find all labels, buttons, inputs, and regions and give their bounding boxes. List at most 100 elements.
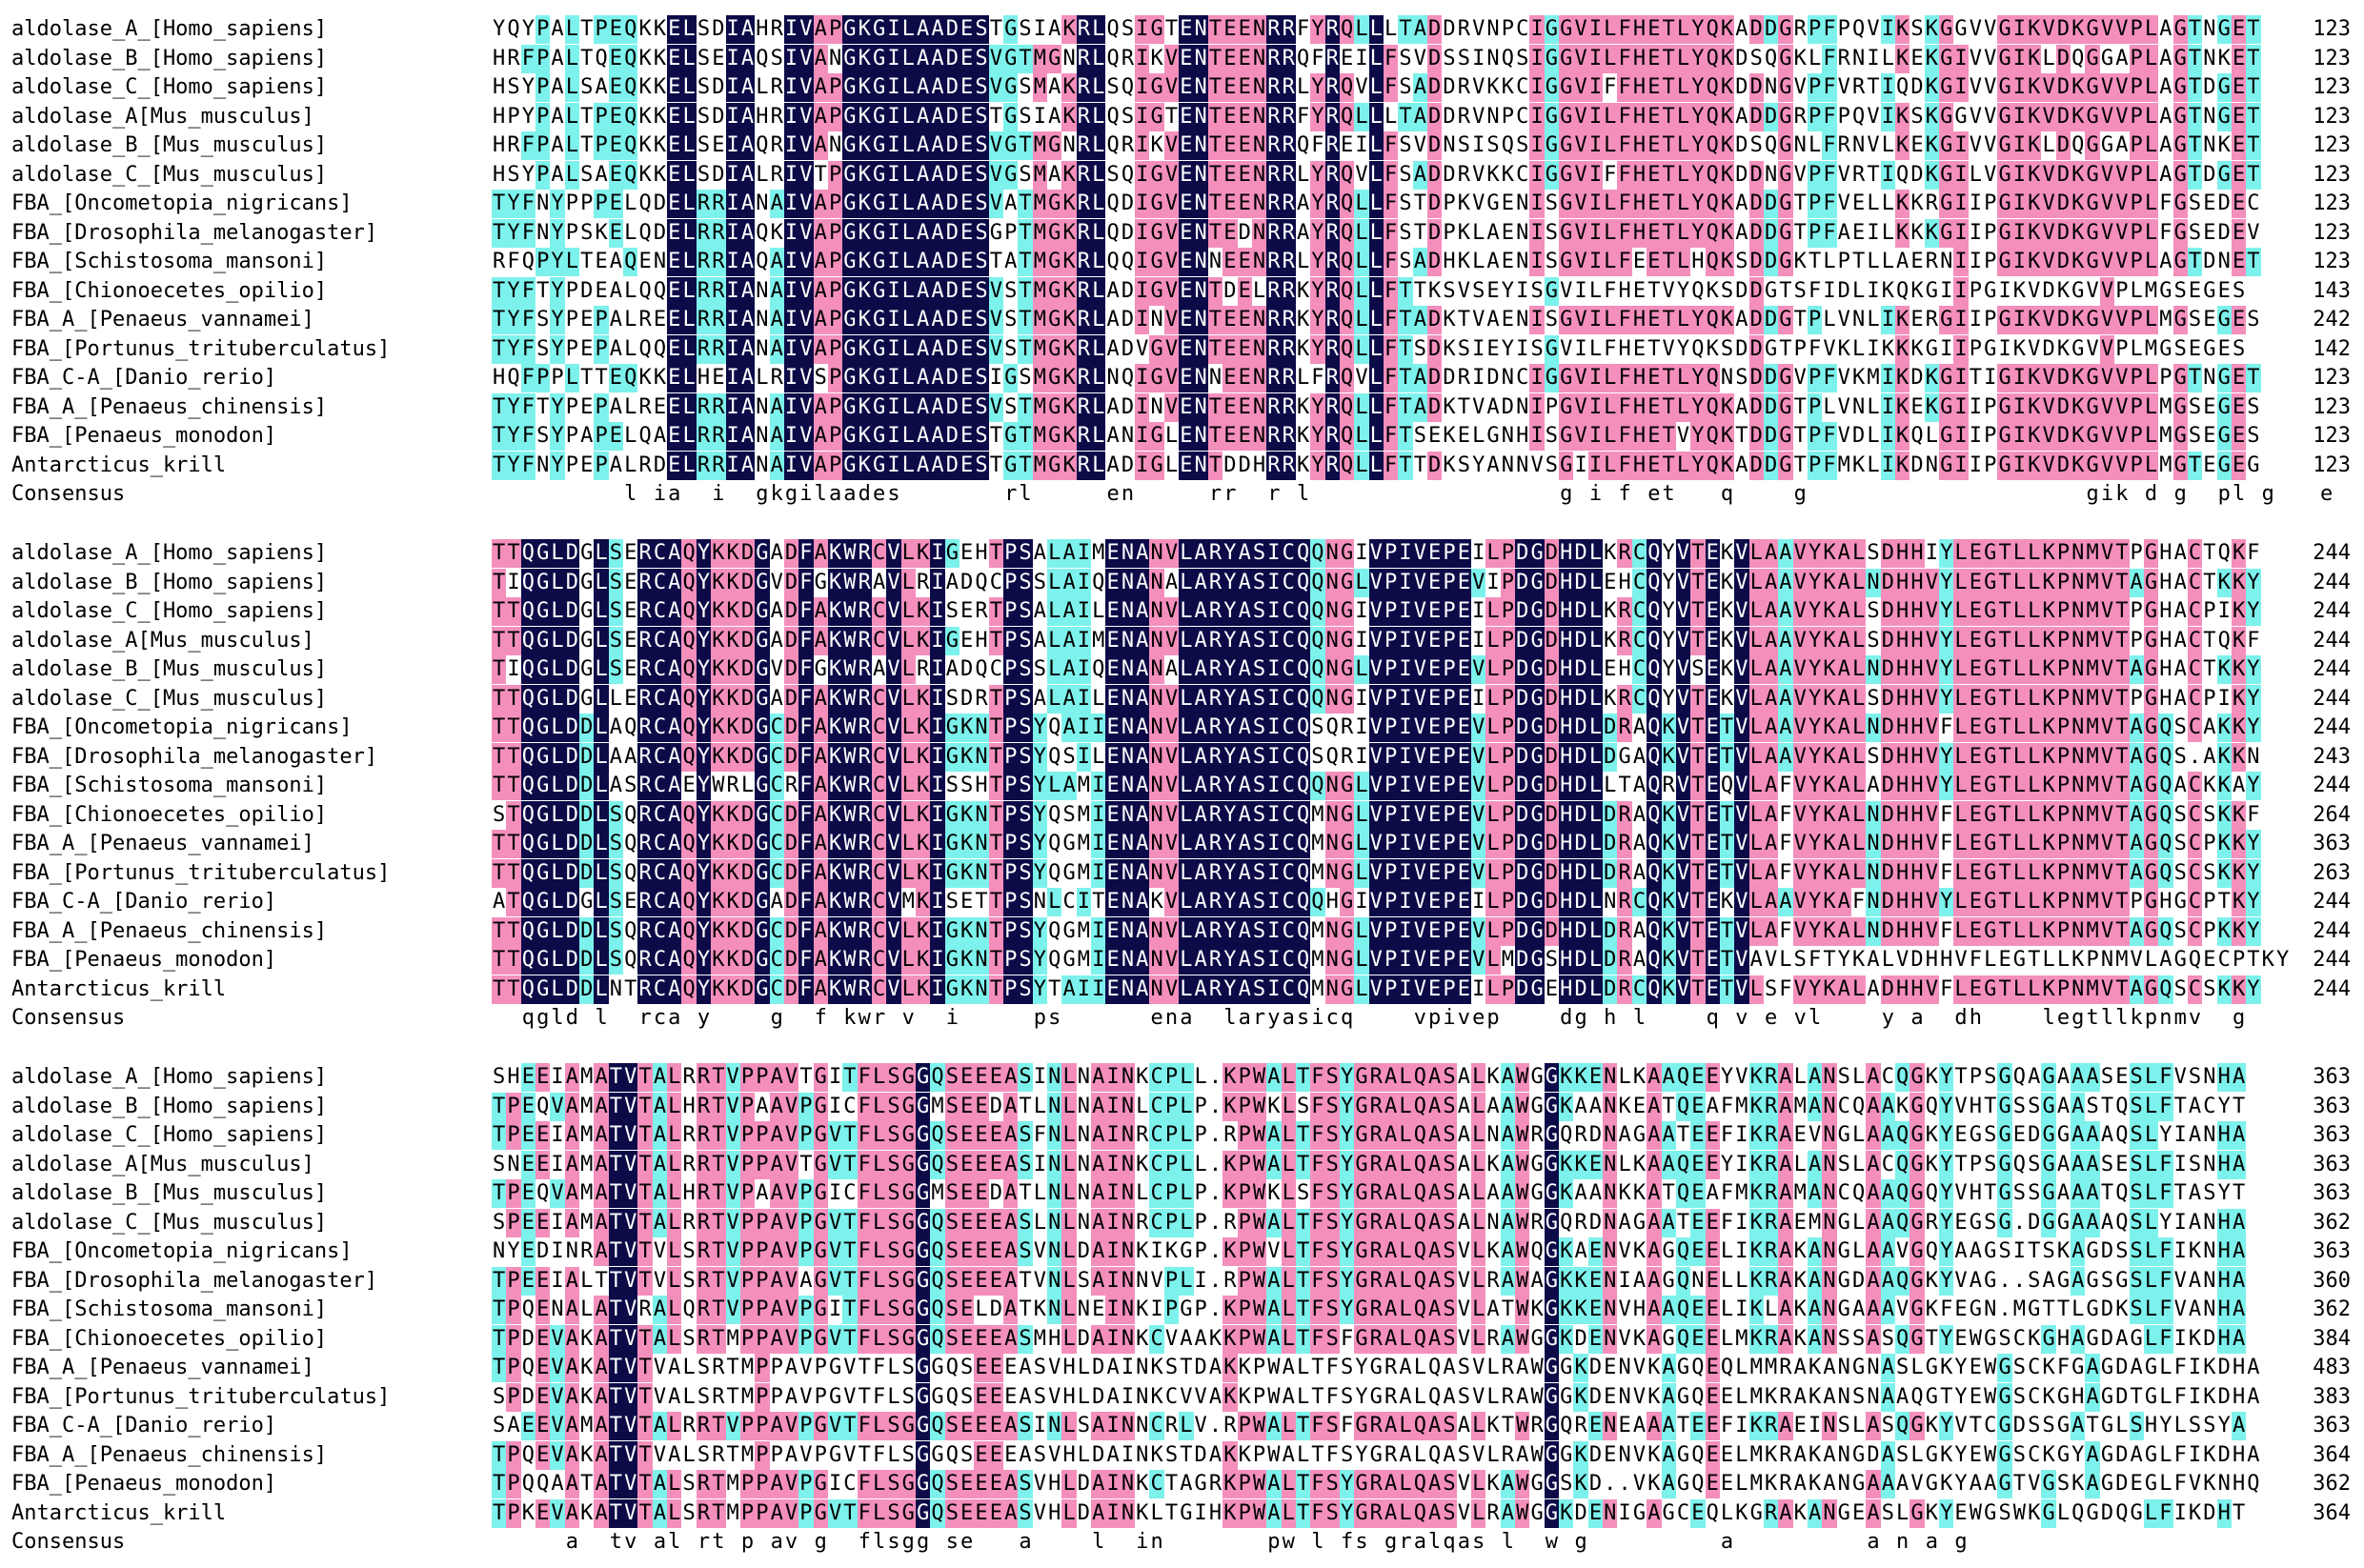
sequence-name: aldolase_B_[Homo_sapiens]	[11, 46, 328, 70]
alignment-row: Antarcticus_krill T T Q G L D D L N T R C A Q Y K K D G C D F A…	[0, 975, 2364, 1004]
alignment-row: aldolase_B_[Mus_musculus] H R F P A L T P E Q K K E L S…	[0, 131, 2364, 160]
alignment-row: FBA_A_[Penaeus_vannamei] T P Q E V A K A T V T V A L S R…	[0, 1354, 2364, 1382]
sequence-name: aldolase_C_[Mus_musculus]	[11, 686, 328, 711]
alignment-row: Antarcticus_krill T Y F N Y P E P A L R D E L R R I A N A I V A…	[0, 451, 2364, 480]
sequence-name: aldolase_B_[Mus_musculus]	[11, 657, 328, 681]
sequence-name: aldolase_A_[Homo_sapiens]	[11, 1065, 328, 1089]
residue-count: 123	[2313, 394, 2351, 419]
alignment-row: FBA_[Drosophila_melanogaster] T P E E I A L T T V T…	[0, 1266, 2364, 1296]
sequence-name: aldolase_B_[Homo_sapiens]	[11, 1094, 328, 1118]
residue-count: 244	[2313, 686, 2351, 711]
sequence-name: FBA_[Chionoecetes_opilio]	[11, 802, 328, 827]
sequence-name: FBA_C-A_[Danio_rerio]	[11, 890, 277, 914]
residue-count: 244	[2313, 918, 2351, 943]
residue-count: 363	[2313, 1414, 2351, 1437]
alignment-row: FBA_[Penaeus_monodon] T P Q Q A A T A T V T A L S R T M P P…	[0, 1470, 2364, 1498]
residue-count: 363	[2313, 1065, 2351, 1089]
residue-count: 362	[2313, 1472, 2351, 1496]
residue-count: 123	[2313, 250, 2351, 273]
alignment-row: FBA_[Portunus_trituberculatus] T Y F S Y P E P A L…	[0, 334, 2364, 364]
alignment-row: aldolase_C_[Mus_musculus] H S Y P A L S A E Q K K E L S…	[0, 160, 2364, 190]
sequence-name: FBA_[Schistosoma_mansoni]	[11, 1297, 328, 1321]
sequence-name: aldolase_C_[Mus_musculus]	[11, 162, 328, 187]
sequence-name: aldolase_B_[Mus_musculus]	[11, 133, 328, 157]
sequence-name: Antarcticus_krill	[11, 452, 227, 477]
residue-count: 244	[2313, 599, 2351, 623]
sequence-name: FBA_[Chionoecetes_opilio]	[11, 1326, 328, 1351]
residue-count: 244	[2313, 890, 2351, 914]
residue-count: 244	[2313, 976, 2351, 1001]
alignment-row: FBA_[Penaeus_monodon] T Y F S Y P A P E L Q A E L R R I A N…	[0, 422, 2364, 451]
alignment-row: aldolase_B_[Mus_musculus] T I Q G L D G L S E R C A Q Y…	[0, 655, 2364, 684]
alignment-row: FBA_[Oncometopia_nigricans] T Y F N Y P P P E L Q D E…	[0, 190, 2364, 218]
alignment-row: FBA_[Schistosoma_mansoni] T P Q E N A L A T V R A L Q R…	[0, 1296, 2364, 1324]
sequence-name: FBA_[Drosophila_melanogaster]	[11, 744, 378, 769]
residue-count: 242	[2313, 308, 2351, 332]
alignment-row: aldolase_C_[Mus_musculus] S P E E I A M A T V T A L R R…	[0, 1208, 2364, 1237]
alignment-row: aldolase_A_[Homo_sapiens] S H E E I A M A T V T A L R R…	[0, 1063, 2364, 1092]
sequence-name: aldolase_C_[Homo_sapiens]	[11, 75, 328, 99]
sequence-name: FBA_[Penaeus_monodon]	[11, 1472, 277, 1496]
residue-count: 363	[2313, 1239, 2351, 1263]
residue-count: 123	[2313, 133, 2351, 157]
alignment-row: aldolase_A_[Homo_sapiens] T T Q G L D G L S E R C A Q Y…	[0, 539, 2364, 568]
sequence-name: FBA_A_[Penaeus_chinensis]	[11, 918, 328, 943]
residue-count: 364	[2313, 1442, 2351, 1467]
alignment-row: FBA_C-A_[Danio_rerio] A T Q G L D G L S E R C A Q Y K K D G…	[0, 888, 2364, 916]
sequence-name: aldolase_C_[Homo_sapiens]	[11, 1123, 328, 1147]
alignment-row: FBA_C-A_[Danio_rerio] S A E E V A M A T V T A L R R T V P P…	[0, 1412, 2364, 1440]
residue-count: 123	[2313, 366, 2351, 390]
alignment-row: Antarcticus_krill T P K E V A K A T V T A L S R T M P P A V P G…	[0, 1498, 2364, 1528]
residue-count: 363	[2313, 1152, 2351, 1176]
consensus-label: Consensus	[11, 482, 126, 506]
sequence-name: FBA_A_[Penaeus_chinensis]	[11, 1442, 328, 1467]
residue-count: 123	[2313, 104, 2351, 129]
residue-count: 244	[2313, 774, 2351, 797]
residue-count: 244	[2313, 948, 2351, 972]
sequence-name: FBA_[Schistosoma_mansoni]	[11, 774, 328, 797]
residue-count: 383	[2313, 1384, 2351, 1409]
sequence-name: FBA_C-A_[Danio_rerio]	[11, 1414, 277, 1437]
sequence-name: FBA_A_[Penaeus_vannamei]	[11, 308, 314, 332]
alignment-row: aldolase_C_[Mus_musculus] T T Q G L D G L L E R C A Q Y…	[0, 684, 2364, 714]
alignment-row: FBA_A_[Penaeus_chinensis] T Y F T Y P E P A L R E E L R…	[0, 392, 2364, 422]
alignment-row: FBA_[Chionoecetes_opilio] S T Q G L D D L S Q R C A Q Y…	[0, 800, 2364, 830]
sequence-name: FBA_[Portunus_trituberculatus]	[11, 860, 391, 885]
residue-count: 244	[2313, 628, 2351, 653]
residue-count: 123	[2313, 220, 2351, 245]
alignment-row: FBA_[Schistosoma_mansoni] R F Q P Y L T E A Q E N E L R…	[0, 248, 2364, 276]
sequence-name: aldolase_A_[Homo_sapiens]	[11, 17, 328, 41]
sequence-name: FBA_[Penaeus_monodon]	[11, 948, 277, 972]
residue-count: 123	[2313, 46, 2351, 70]
sequence-name: FBA_[Oncometopia_nigricans]	[11, 1239, 353, 1263]
alignment-row: aldolase_C_[Homo_sapiens] T T Q G L D G L S E R C A Q Y…	[0, 597, 2364, 626]
sequence-name: FBA_[Oncometopia_nigricans]	[11, 191, 353, 215]
sequence-name: FBA_[Drosophila_melanogaster]	[11, 1268, 378, 1293]
